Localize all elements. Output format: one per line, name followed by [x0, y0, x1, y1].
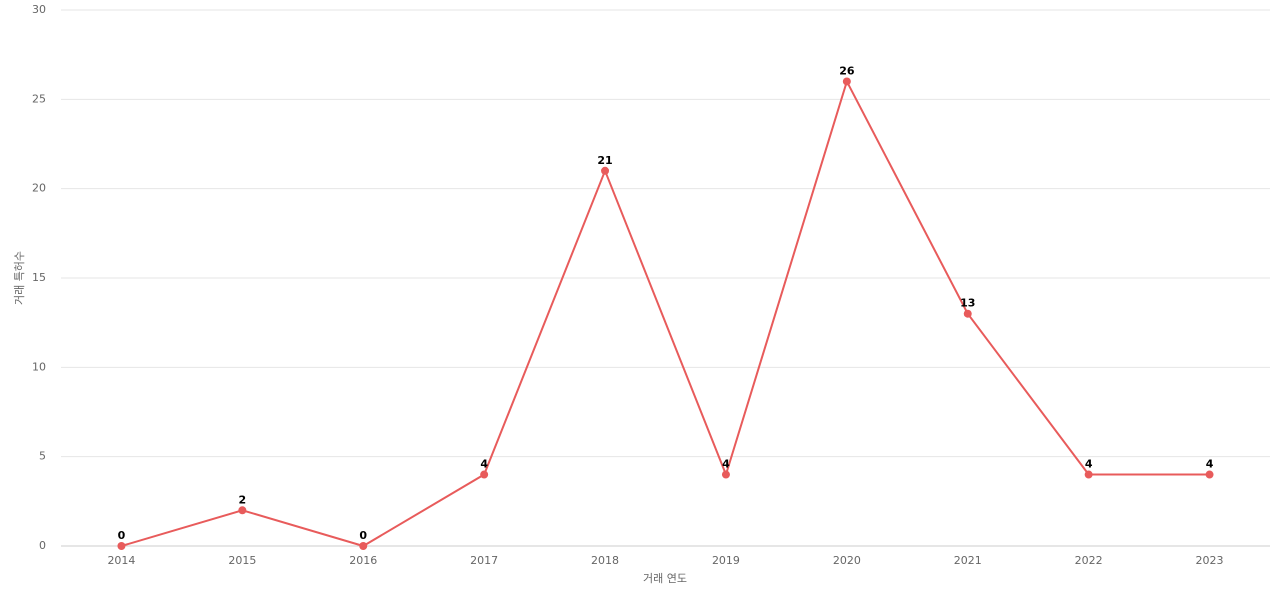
- y-tick-label: 0: [39, 539, 46, 552]
- point: [1205, 470, 1214, 479]
- value-label: 13: [960, 297, 975, 310]
- value-label: 4: [722, 458, 730, 471]
- value-label: 2: [239, 493, 247, 506]
- x-tick-label: 2022: [1075, 554, 1103, 567]
- value-label: 4: [1206, 458, 1214, 471]
- x-tick-label: 2015: [228, 554, 256, 567]
- x-axis-label: 거래 연도: [643, 572, 687, 585]
- x-tick-label: 2023: [1196, 554, 1224, 567]
- x-tick-label: 2014: [107, 554, 135, 567]
- line: [121, 78, 1210, 548]
- point: [480, 470, 489, 479]
- x-tick-label: 2021: [954, 554, 982, 567]
- x-tick-label: 2016: [349, 554, 377, 567]
- x-tick-label: 2020: [833, 554, 861, 567]
- point: [721, 470, 730, 479]
- value-label: 4: [1085, 458, 1093, 471]
- y-tick-label: 10: [32, 360, 46, 373]
- y-axis-label: 거래 특허수: [13, 251, 26, 305]
- y-tick-label: 15: [32, 271, 46, 284]
- point: [842, 77, 851, 86]
- x-tick-label: 2017: [470, 554, 498, 567]
- x-tick-label: 2018: [591, 554, 619, 567]
- y-tick-label: 30: [32, 3, 46, 16]
- y-tick-label: 5: [39, 450, 46, 463]
- y-tick-label: 25: [32, 92, 46, 105]
- point: [238, 506, 247, 515]
- value-label: 26: [839, 64, 855, 77]
- point: [359, 542, 368, 550]
- value-label: 21: [597, 154, 612, 167]
- value-label: 0: [118, 529, 126, 542]
- point: [601, 166, 610, 175]
- point: [963, 309, 972, 318]
- value-label: 0: [359, 529, 367, 542]
- y-tick-label: 20: [32, 182, 46, 195]
- point: [1084, 470, 1093, 479]
- point: [117, 542, 126, 550]
- x-tick-label: 2019: [712, 554, 740, 567]
- value-label: 4: [480, 458, 488, 471]
